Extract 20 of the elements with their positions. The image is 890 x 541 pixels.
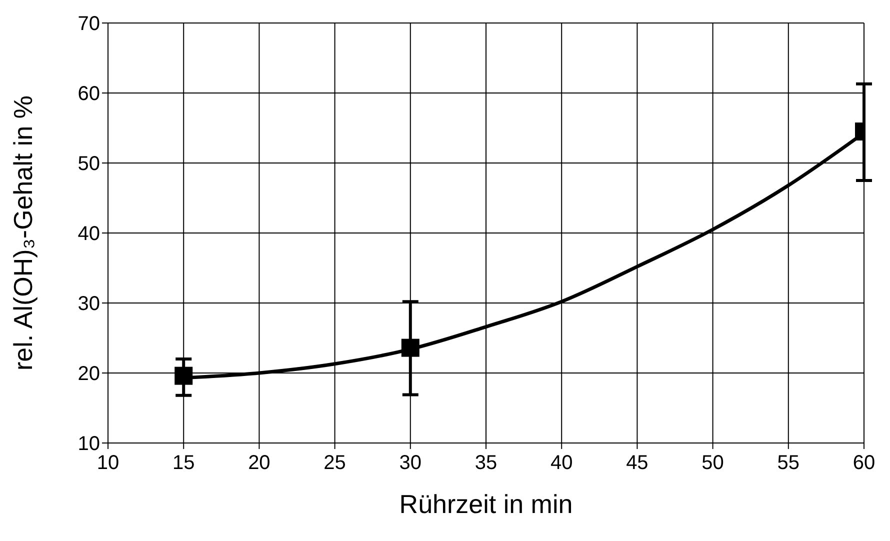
x-tick-label: 55 [777,452,800,474]
y-tick-label: 30 [78,293,100,316]
x-tick-label: 60 [852,452,876,474]
x-tick-label: 50 [702,452,724,474]
y-tick-label: 70 [78,13,100,36]
x-axis-title: Rührzeit in min [399,489,573,519]
y-tick-label: 60 [78,83,100,106]
x-tick-label: 20 [248,452,270,474]
y-tick-label: 20 [78,363,100,386]
x-tick-label: 40 [550,452,573,474]
x-tick-label: 45 [626,452,648,474]
y-tick-label: 50 [78,153,100,176]
y-tick-label: 40 [78,223,100,246]
x-tick-label: 15 [172,452,195,474]
point [401,338,420,357]
x-tick-label: 30 [399,452,422,474]
x-tick-label: 25 [324,452,346,474]
point [174,366,193,385]
x-tick-label: 35 [474,452,498,474]
y-axis-title: rel. Al(OH)₃-Gehalt in % [8,96,38,370]
